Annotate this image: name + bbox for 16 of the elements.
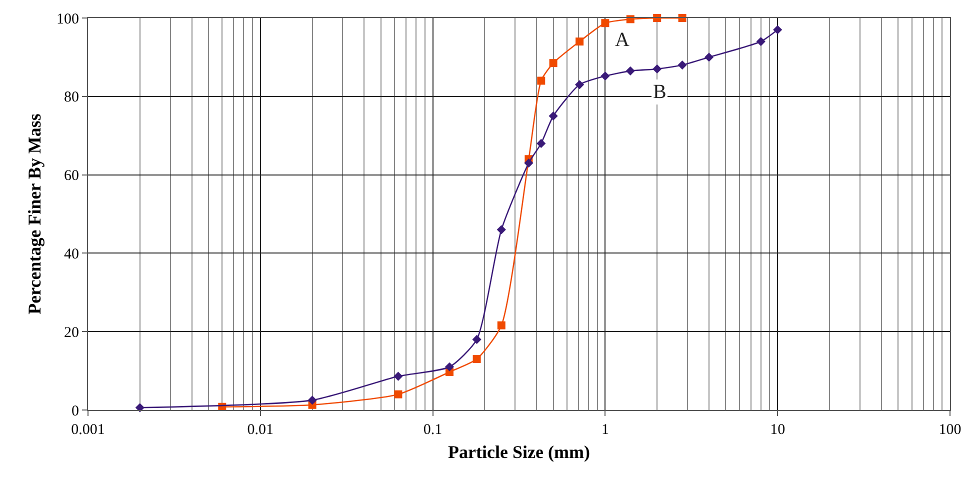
y-tick-label: 20 (64, 324, 79, 341)
y-tick-label: 40 (64, 246, 79, 262)
x-tick-label: 10 (770, 422, 786, 438)
x-tick-label: 100 (938, 422, 962, 438)
y-axis-title: Percentage Finer By Mass (24, 114, 45, 314)
y-tick-label: 80 (64, 90, 79, 106)
x-tick-label: 0.01 (247, 422, 274, 438)
x-tick-label: 1 (601, 422, 609, 438)
x-tick-label: 0.001 (71, 422, 105, 438)
y-tick-label: 60 (64, 168, 79, 184)
series-label: A (615, 29, 630, 51)
x-tick-label: 0.1 (423, 422, 442, 438)
x-axis-title: Particle Size (mm) (448, 442, 590, 462)
series-label: B (653, 81, 666, 103)
y-tick-label: 100 (56, 11, 79, 28)
y-tick-label: 0 (72, 403, 79, 420)
